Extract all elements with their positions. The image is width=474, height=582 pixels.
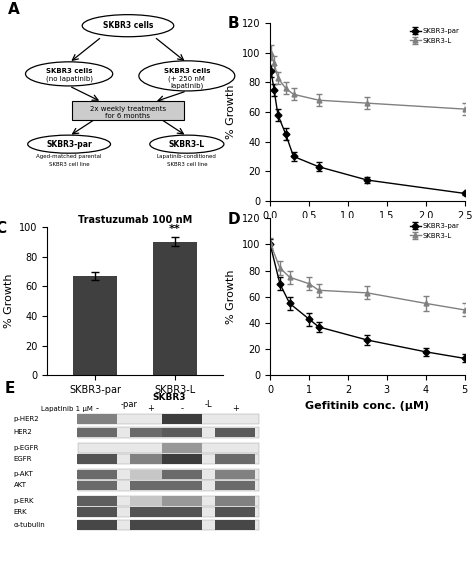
Text: 2x weekly treatments: 2x weekly treatments [90,106,166,112]
Text: SKBR3 cells: SKBR3 cells [46,68,92,74]
Legend: SKBR3-par, SKBR3-L: SKBR3-par, SKBR3-L [409,222,461,240]
X-axis label: Gefitinib conc. (μM): Gefitinib conc. (μM) [305,400,429,411]
Text: **: ** [169,225,181,235]
FancyBboxPatch shape [79,469,259,480]
FancyBboxPatch shape [130,507,170,517]
Text: lapatinib): lapatinib) [170,83,203,89]
Y-axis label: % Growth: % Growth [227,269,237,324]
Text: HER2: HER2 [13,430,32,435]
Text: +: + [147,404,154,413]
FancyBboxPatch shape [215,428,255,437]
FancyBboxPatch shape [77,481,117,490]
Text: SKBR3 cells: SKBR3 cells [103,21,153,30]
FancyBboxPatch shape [130,481,170,490]
Text: (no lapatinib): (no lapatinib) [46,75,92,81]
FancyBboxPatch shape [73,101,183,120]
FancyBboxPatch shape [77,520,117,530]
FancyBboxPatch shape [77,454,117,464]
FancyBboxPatch shape [162,443,202,453]
FancyBboxPatch shape [215,481,255,490]
Title: Trastuzumab 100 nM: Trastuzumab 100 nM [78,215,192,225]
FancyBboxPatch shape [162,520,202,530]
Text: E: E [4,381,15,396]
Text: -par: -par [120,400,137,409]
Text: ERK: ERK [13,509,27,515]
FancyBboxPatch shape [130,454,170,464]
FancyBboxPatch shape [79,427,259,438]
Text: SKBR3-L: SKBR3-L [169,140,205,148]
Text: α-tubulin: α-tubulin [13,522,45,528]
Text: -: - [181,404,183,413]
Text: p-ERK: p-ERK [13,498,34,504]
FancyBboxPatch shape [77,507,117,517]
Text: -L: -L [205,400,212,409]
FancyBboxPatch shape [215,520,255,530]
FancyBboxPatch shape [162,428,202,437]
FancyBboxPatch shape [130,470,170,479]
Bar [73,276,117,375]
FancyBboxPatch shape [77,428,117,437]
Text: p-AKT: p-AKT [13,471,33,477]
Text: +: + [232,404,238,413]
FancyBboxPatch shape [215,507,255,517]
FancyBboxPatch shape [130,428,170,437]
FancyBboxPatch shape [79,480,259,491]
Text: Aged-matched parental: Aged-matched parental [36,154,102,159]
Text: AKT: AKT [13,482,27,488]
Text: SKBR3-par: SKBR3-par [46,140,92,148]
FancyBboxPatch shape [79,414,259,424]
FancyBboxPatch shape [130,520,170,530]
Text: SKBR3 cells: SKBR3 cells [164,68,210,74]
Text: C: C [0,221,6,236]
FancyBboxPatch shape [77,496,117,506]
FancyBboxPatch shape [215,470,255,479]
Text: D: D [228,212,240,227]
FancyBboxPatch shape [79,453,259,464]
FancyBboxPatch shape [130,496,170,506]
FancyBboxPatch shape [162,481,202,490]
FancyBboxPatch shape [162,507,202,517]
Text: A: A [8,2,20,17]
Text: Lapatinib-conditioned: Lapatinib-conditioned [157,154,217,159]
Text: SKBR3: SKBR3 [152,393,185,402]
Text: for 6 months: for 6 months [106,113,150,119]
Legend: SKBR3-par, SKBR3-L: SKBR3-par, SKBR3-L [409,27,461,45]
FancyBboxPatch shape [79,443,259,453]
FancyBboxPatch shape [79,496,259,506]
Bar [153,242,197,375]
Y-axis label: % Growth: % Growth [227,85,237,139]
Text: EGFR: EGFR [13,456,32,462]
FancyBboxPatch shape [162,414,202,424]
Text: B: B [228,16,239,31]
X-axis label: Lapatinib conc. (μM): Lapatinib conc. (μM) [303,226,432,236]
Text: Lapatinib 1 μM: Lapatinib 1 μM [41,406,93,412]
FancyBboxPatch shape [77,470,117,479]
Y-axis label: % Growth: % Growth [4,274,14,328]
FancyBboxPatch shape [79,520,259,530]
FancyBboxPatch shape [162,454,202,464]
Text: (+ 250 nM: (+ 250 nM [168,75,205,81]
Text: SKBR3 cell line: SKBR3 cell line [49,162,90,166]
Text: p-EGFR: p-EGFR [13,445,39,451]
FancyBboxPatch shape [215,454,255,464]
Text: SKBR3 cell line: SKBR3 cell line [166,162,207,166]
Text: p-HER2: p-HER2 [13,416,39,422]
Text: -: - [96,404,99,413]
FancyBboxPatch shape [215,496,255,506]
FancyBboxPatch shape [162,470,202,479]
FancyBboxPatch shape [79,506,259,517]
FancyBboxPatch shape [162,496,202,506]
FancyBboxPatch shape [77,414,117,424]
